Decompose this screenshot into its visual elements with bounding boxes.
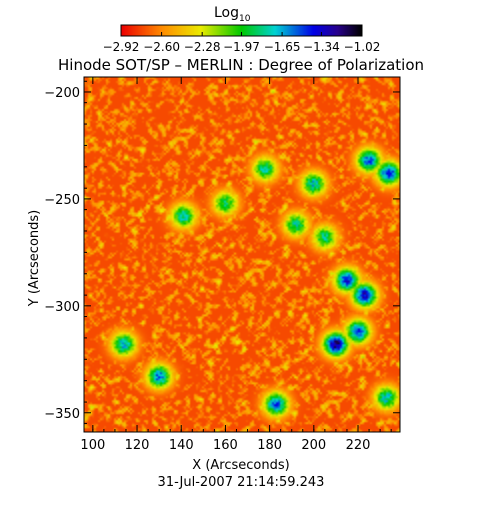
y-axis: −200 −250 −300 −350 bbox=[44, 80, 400, 424]
x-tick-label: 180 bbox=[257, 438, 282, 453]
y-axis-label: Y (Arcseconds) bbox=[27, 210, 42, 307]
x-axis: 100 120 140 160 180 200 220 bbox=[80, 77, 392, 453]
plot-frame bbox=[83, 76, 401, 433]
polarization-map bbox=[84, 77, 400, 432]
observation-timestamp: 31-Jul-2007 21:14:59.243 bbox=[158, 475, 325, 490]
x-tick-label: 120 bbox=[125, 438, 150, 453]
y-tick-label: −350 bbox=[44, 407, 80, 422]
x-tick-label: 100 bbox=[80, 438, 105, 453]
x-tick-label: 140 bbox=[169, 438, 194, 453]
colorbar-title: Log10 bbox=[214, 5, 251, 24]
colorbar-tick-label: −2.60 bbox=[143, 40, 180, 54]
y-tick-label: −200 bbox=[44, 86, 80, 101]
chart-title: Hinode SOT/SP – MERLIN : Degree of Polar… bbox=[58, 56, 424, 74]
colorbar-tick-label: −2.28 bbox=[184, 40, 221, 54]
colorbar-tick-label: −1.65 bbox=[264, 40, 301, 54]
colorbar-ticks: −2.92 −2.60 −2.28 −1.97 −1.65 −1.34 −1.02 bbox=[103, 32, 381, 54]
colorbar-tick-label: −2.92 bbox=[103, 40, 140, 54]
colorbar-tick-label: −1.02 bbox=[344, 40, 381, 54]
y-tick-label: −250 bbox=[44, 193, 80, 208]
x-axis-label: X (Arcseconds) bbox=[192, 458, 289, 473]
x-tick-label: 160 bbox=[213, 438, 238, 453]
colorbar-gradient bbox=[121, 25, 362, 36]
x-tick-label: 200 bbox=[301, 438, 326, 453]
colorbar-tick-label: −1.34 bbox=[303, 40, 340, 54]
colorbar-tick-label: −1.97 bbox=[223, 40, 260, 54]
x-tick-label: 220 bbox=[346, 438, 371, 453]
y-tick-label: −300 bbox=[44, 300, 80, 315]
